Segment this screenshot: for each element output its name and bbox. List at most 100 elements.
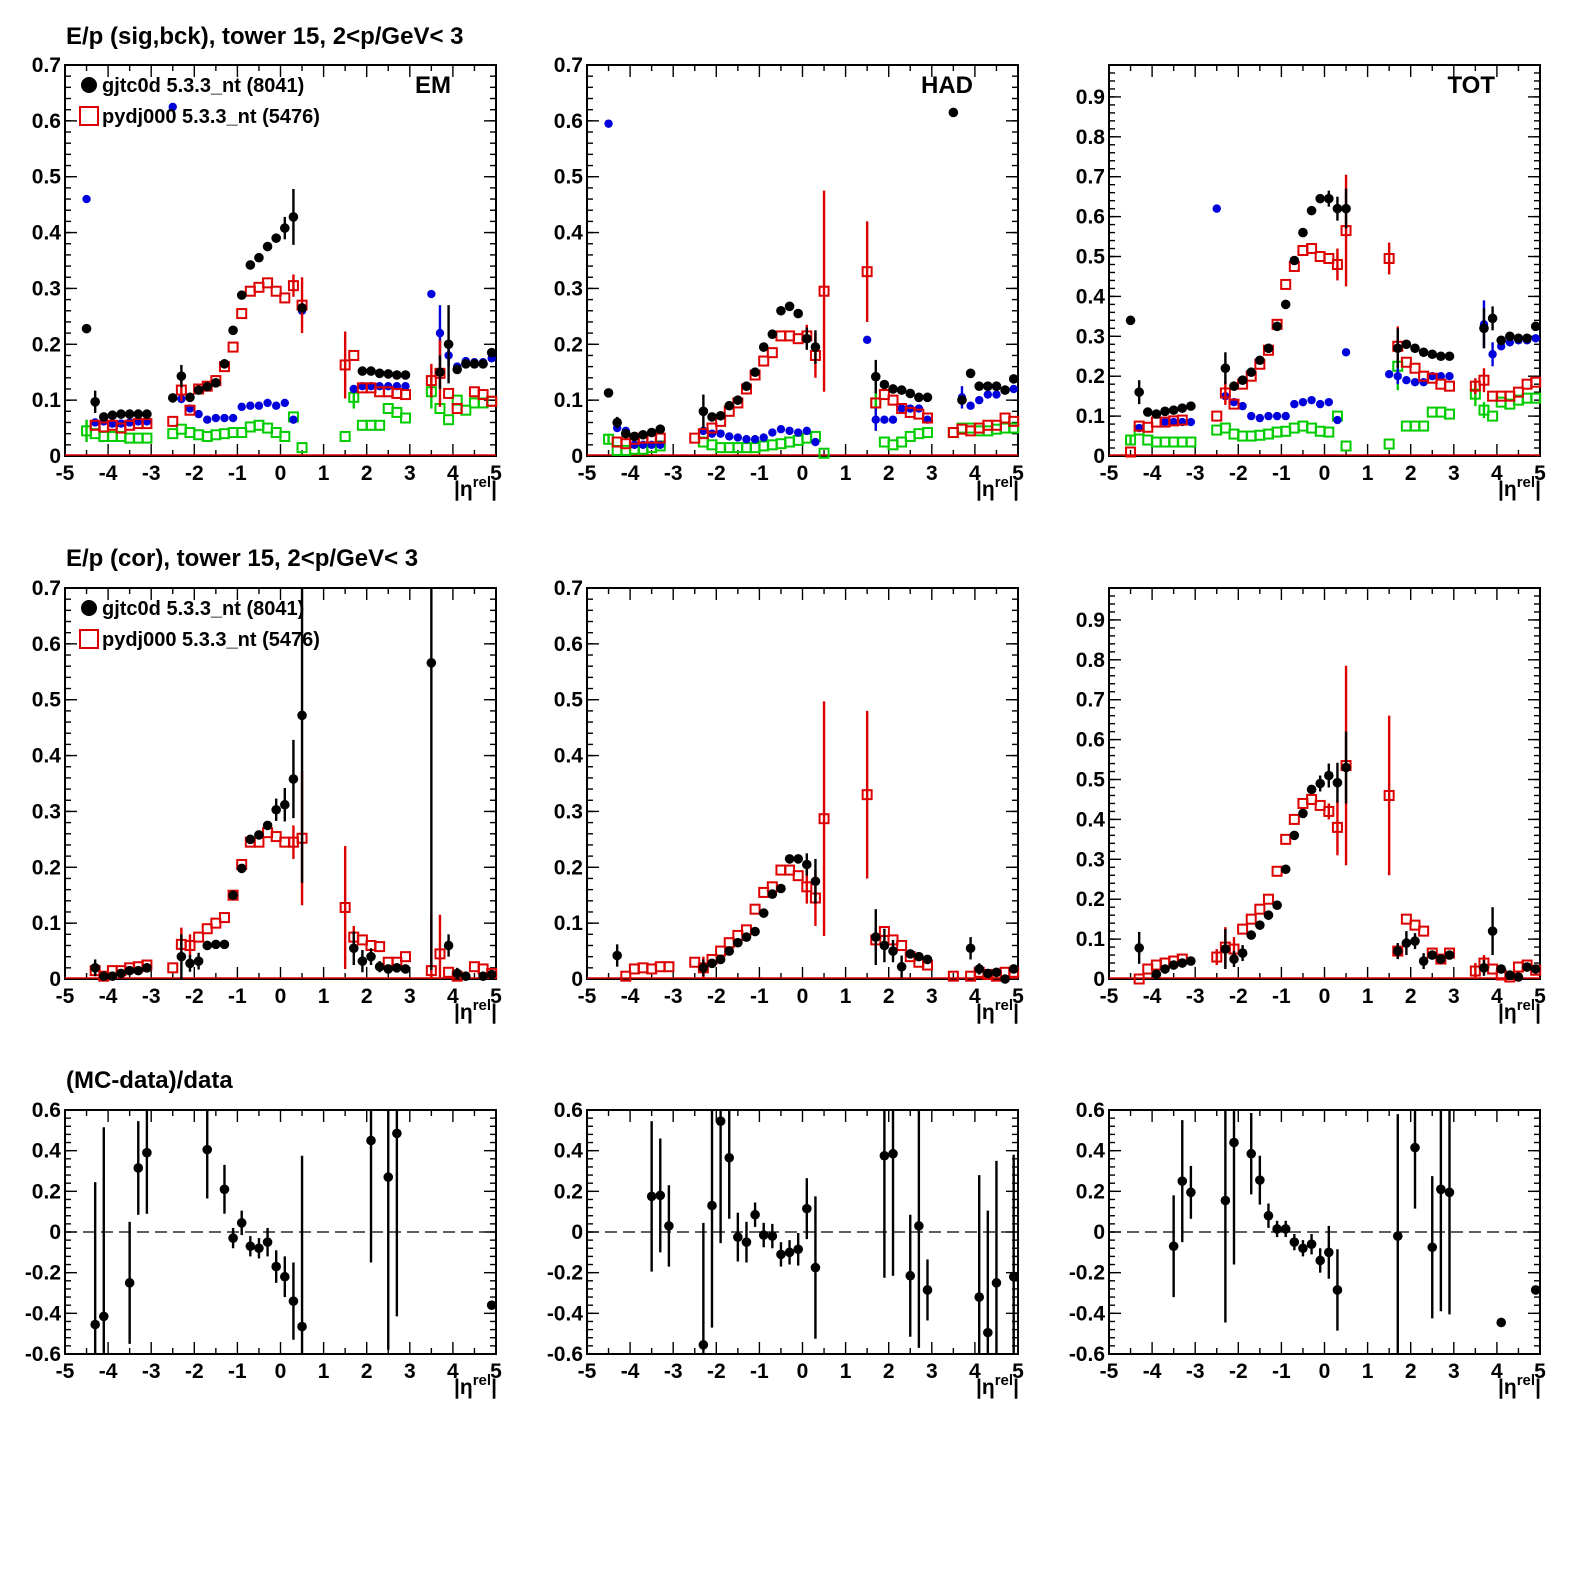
data-point	[724, 1152, 735, 1163]
data-point	[1436, 351, 1446, 362]
data-point	[792, 870, 804, 882]
data-point	[400, 964, 411, 974]
data-point	[1219, 387, 1231, 399]
x-tick-label: -2	[185, 1360, 204, 1383]
data-point	[271, 233, 281, 243]
data-point	[1306, 243, 1318, 255]
y-tick-label: 0.4	[554, 1140, 584, 1163]
x-tick-label: -4	[621, 462, 640, 485]
data-point	[193, 956, 204, 966]
data-point	[1186, 956, 1196, 966]
data-point	[888, 946, 898, 956]
x-tick-label: 1	[318, 1360, 330, 1383]
x-tick-label: -2	[707, 985, 726, 1008]
data-point	[1280, 864, 1291, 875]
data-point	[142, 409, 152, 419]
x-tick-label: -3	[142, 985, 161, 1008]
x-tick-label: -1	[1272, 1360, 1291, 1383]
data-point	[663, 961, 675, 973]
panel-label: HAD	[921, 72, 973, 99]
data-point	[870, 397, 882, 409]
data-point	[1186, 401, 1196, 411]
data-point	[612, 950, 622, 961]
y-tick-label: -0.6	[547, 1343, 583, 1366]
data-point	[443, 940, 454, 951]
data-point	[1186, 417, 1196, 427]
data-point	[1323, 805, 1335, 817]
data-point	[992, 390, 1001, 399]
data-point	[1212, 204, 1221, 213]
data-point	[974, 964, 985, 974]
y-tick-label: 0.2	[32, 333, 61, 356]
x-tick-label: 3	[1448, 462, 1460, 485]
data-point	[263, 398, 272, 408]
data-point	[270, 285, 282, 297]
data-point	[443, 414, 455, 426]
y-tick-label: -0.4	[547, 1302, 584, 1325]
y-tick-label: 0.5	[554, 166, 584, 189]
data-point	[861, 789, 873, 801]
data-point	[975, 395, 984, 405]
x-tick-label: 3	[926, 985, 938, 1008]
x-tick-label: 5	[490, 1360, 502, 1383]
data-point	[1160, 964, 1170, 974]
x-tick-label: 1	[318, 462, 330, 485]
data-point	[435, 328, 445, 338]
data-point	[707, 958, 717, 969]
data-point	[1307, 395, 1316, 405]
data-point	[185, 392, 195, 403]
data-point	[357, 366, 368, 376]
x-tick-label: -2	[1229, 462, 1248, 485]
data-point	[1280, 299, 1291, 310]
y-tick-label: -0.4	[1069, 1302, 1106, 1325]
data-point	[486, 347, 497, 358]
data-point	[1487, 926, 1498, 936]
data-point	[957, 395, 967, 405]
data-point	[1255, 1175, 1265, 1185]
data-point	[1228, 398, 1240, 410]
data-point	[1315, 399, 1325, 409]
data-point	[400, 370, 411, 380]
data-point	[887, 394, 899, 406]
legend-marker-data	[81, 77, 97, 93]
data-point	[733, 937, 743, 948]
data-point	[974, 1292, 985, 1302]
x-tick-label: -3	[664, 462, 683, 485]
data-point	[1436, 372, 1446, 381]
data-point	[469, 359, 480, 369]
data-point	[1443, 380, 1455, 392]
y-tick-label: 0	[49, 445, 61, 468]
series-greensquare	[81, 375, 498, 454]
data-point	[629, 431, 640, 442]
series-dot	[1168, 1110, 1541, 1354]
data-point	[922, 954, 933, 965]
data-point	[1237, 375, 1248, 385]
data-point	[1288, 813, 1300, 825]
data-point	[461, 359, 471, 369]
x-tick-label: 0	[797, 985, 809, 1008]
y-tick-label: 0.3	[32, 800, 61, 823]
data-point	[1262, 893, 1274, 905]
data-point	[750, 435, 760, 444]
data-point	[1530, 1285, 1541, 1295]
y-tick-label: 0.3	[554, 800, 583, 823]
x-tick-label: 1	[840, 985, 852, 1008]
x-tick-label: 4	[447, 985, 459, 1008]
data-point	[366, 951, 376, 962]
data-point	[1402, 375, 1411, 385]
data-point	[1246, 1148, 1257, 1159]
data-point	[1211, 951, 1223, 963]
plot-frame	[586, 64, 1019, 457]
data-point	[176, 951, 187, 962]
data-point	[1409, 362, 1421, 374]
data-point	[202, 381, 213, 392]
data-point	[228, 325, 238, 336]
data-point	[1445, 372, 1454, 381]
data-point	[1444, 351, 1455, 362]
x-tick-label: -1	[228, 462, 247, 485]
x-axis-label: |ηrel|	[976, 474, 1019, 501]
x-tick-label: -1	[750, 985, 769, 1008]
y-tick-label: 0.7	[32, 54, 61, 77]
data-point	[1298, 227, 1308, 238]
data-point	[1245, 913, 1257, 925]
